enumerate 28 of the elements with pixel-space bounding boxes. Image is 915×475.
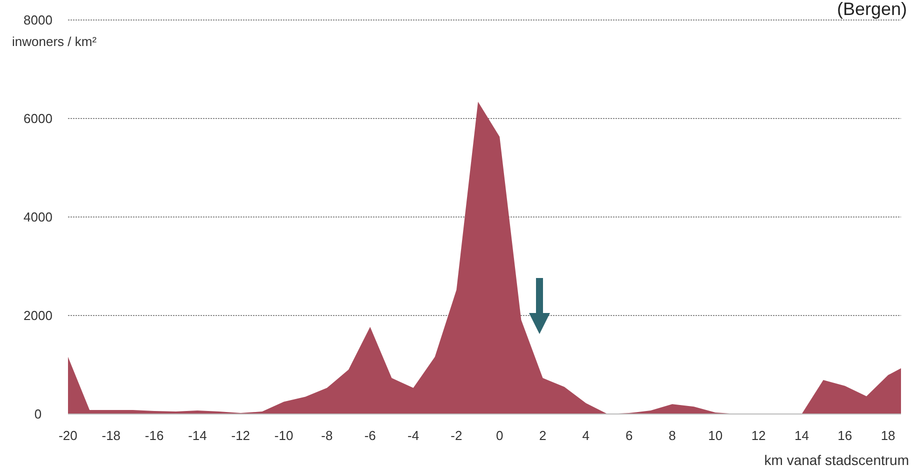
- x-tick-label: 10: [708, 428, 723, 443]
- x-tick-label: -6: [364, 428, 376, 443]
- x-tick-label: 14: [794, 428, 809, 443]
- x-tick-label: 2: [539, 428, 546, 443]
- x-tick-label: -2: [450, 428, 462, 443]
- x-tick-label: -12: [231, 428, 250, 443]
- x-tick-label: 12: [751, 428, 766, 443]
- x-axis-title: km vanaf stadscentrum: [764, 452, 909, 468]
- x-tick-label: 8: [668, 428, 676, 443]
- x-tick-label: -8: [321, 428, 333, 443]
- x-tick-label: -18: [102, 428, 121, 443]
- x-tick-label: -14: [188, 428, 207, 443]
- x-tick-label: -16: [144, 428, 164, 443]
- x-tick-label: 18: [880, 428, 896, 443]
- y-tick-label: 0: [34, 406, 42, 422]
- x-tick-label: -20: [58, 428, 78, 443]
- y-tick-label: 6000: [24, 111, 52, 126]
- y-tick-label: 8000: [24, 12, 52, 28]
- x-tick-label: 6: [625, 428, 633, 443]
- x-tick-label: 4: [582, 428, 590, 443]
- y-axis-title: inwoners / km²: [12, 34, 98, 49]
- y-tick-label: 2000: [24, 308, 52, 324]
- x-tick-label: -10: [274, 428, 294, 443]
- x-tick-label: -4: [408, 428, 420, 443]
- x-tick-label: 16: [838, 428, 852, 443]
- y-tick-label: 4000: [24, 210, 52, 225]
- x-tick-label: 0: [496, 428, 504, 443]
- chart-title: (Bergen): [836, 0, 907, 19]
